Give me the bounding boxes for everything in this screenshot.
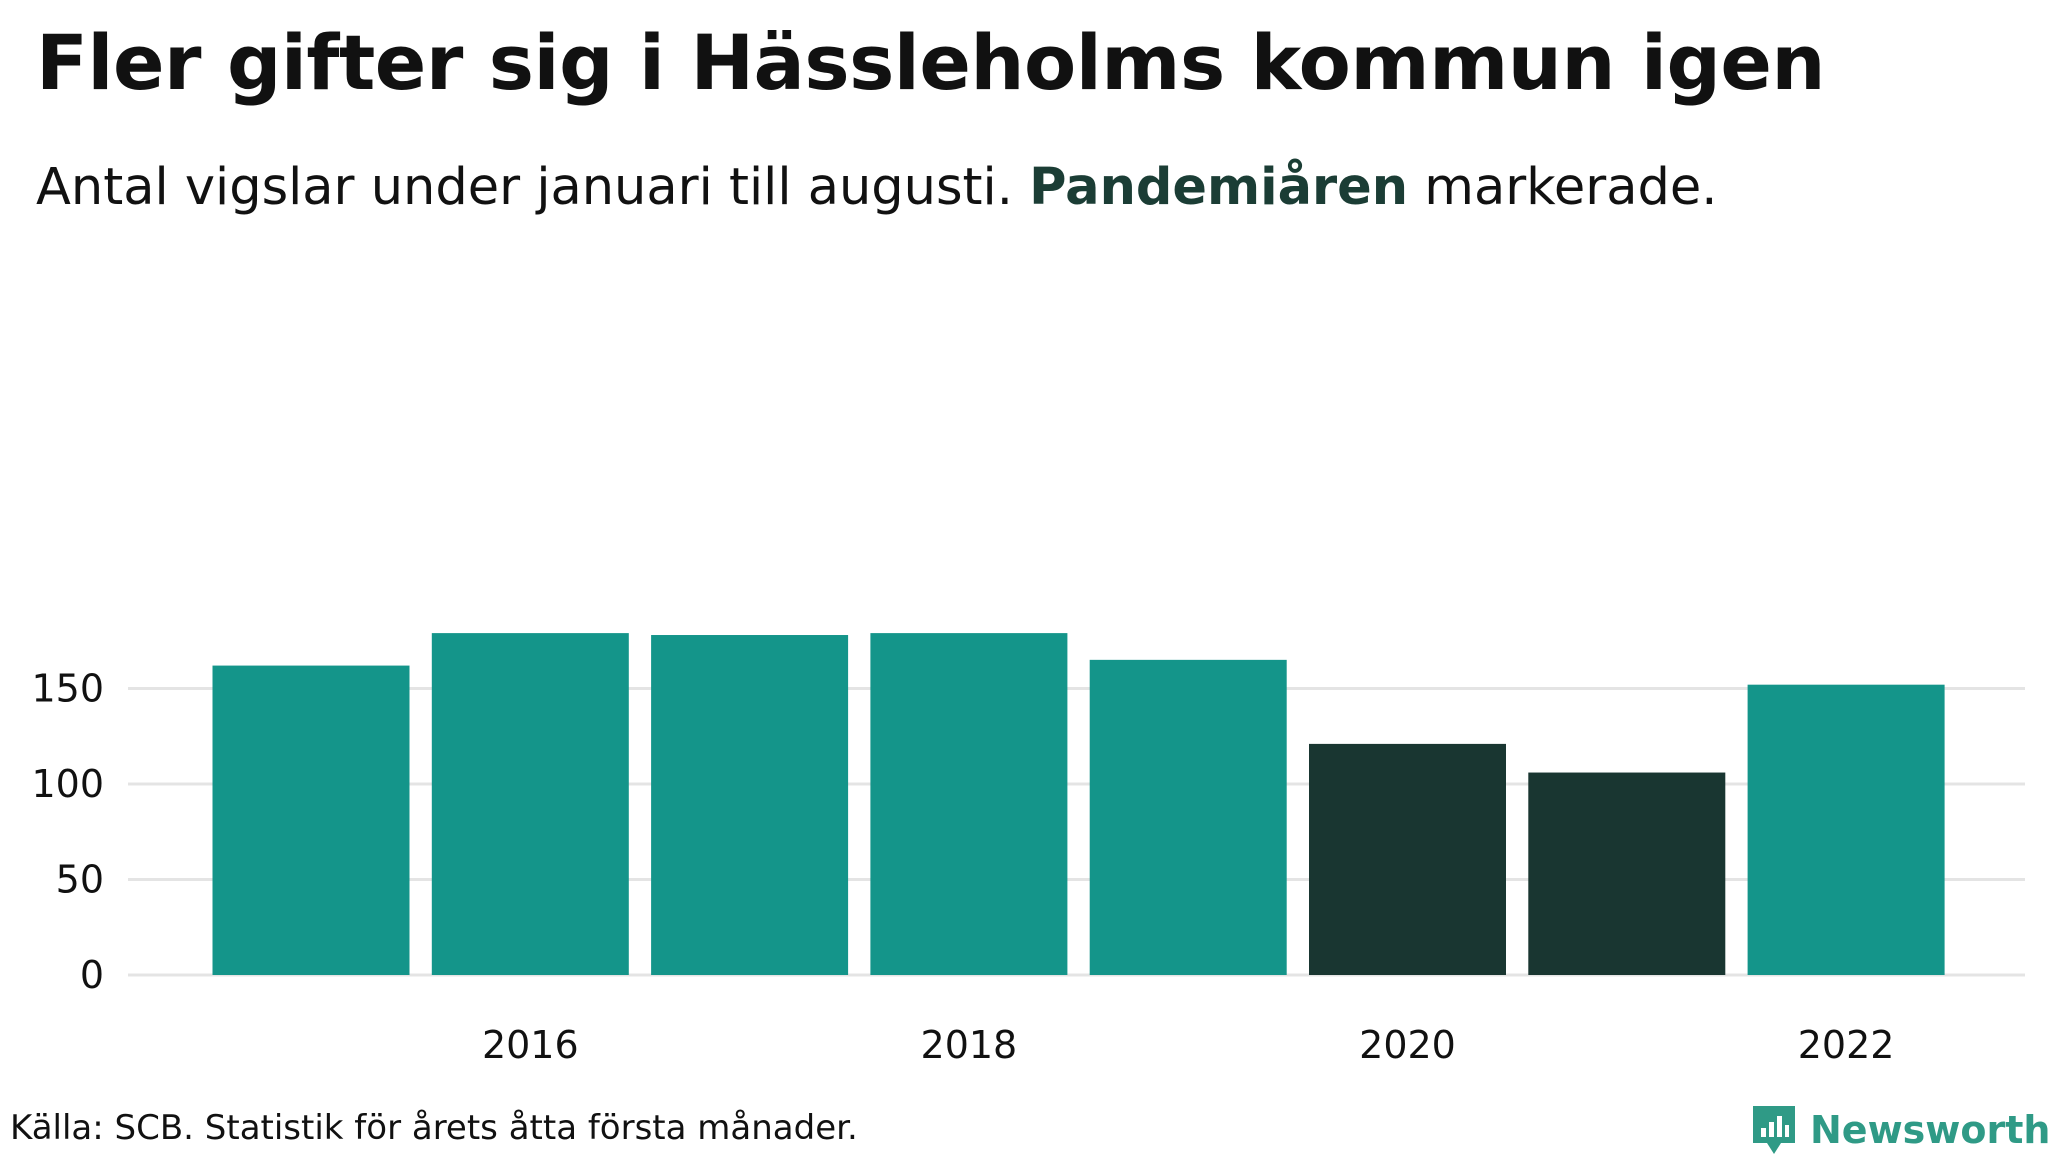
gridlines	[128, 687, 2025, 977]
bar-chart: 0 50 100 150 2016 2018 2020 2022	[31, 633, 2025, 1067]
x-tick-label: 2020	[1359, 1023, 1456, 1067]
subtitle-text: Antal vigslar under januari till augusti…	[36, 158, 1030, 217]
y-tick-label: 50	[56, 858, 104, 902]
subtitle-text-end: markerade.	[1408, 158, 1718, 217]
bar-2021	[1528, 772, 1726, 975]
bar-2022	[1747, 684, 1945, 975]
x-tick-label: 2016	[482, 1023, 579, 1067]
brand-name: Newsworthy	[1810, 1108, 2048, 1152]
bar-2019	[1089, 659, 1287, 975]
x-tick-label: 2022	[1798, 1023, 1895, 1067]
x-axis-ticks: 2016 2018 2020 2022	[482, 1023, 1895, 1067]
subtitle-highlight: Pandemiåren	[1029, 158, 1409, 217]
bar-2020	[1309, 743, 1506, 975]
bars	[212, 633, 1945, 975]
y-tick-label: 0	[80, 953, 104, 997]
source-note: Källa: SCB. Statistik för årets åtta för…	[10, 1108, 858, 1148]
bar-2018	[870, 633, 1068, 975]
y-tick-label: 100	[31, 762, 104, 806]
newsworthy-logo-icon	[1753, 1106, 1795, 1154]
bar-2017	[651, 635, 849, 975]
bar-2016	[431, 633, 629, 975]
brand: Newsworthy	[1750, 1100, 2048, 1160]
bar-2015	[212, 665, 410, 975]
chart-subtitle: Antal vigslar under januari till augusti…	[36, 158, 1717, 217]
y-tick-label: 150	[31, 667, 104, 711]
x-tick-label: 2018	[921, 1023, 1018, 1067]
chart-title: Fler gifter sig i Hässleholms kommun ige…	[36, 18, 1826, 107]
y-axis-ticks: 0 50 100 150	[31, 667, 104, 998]
